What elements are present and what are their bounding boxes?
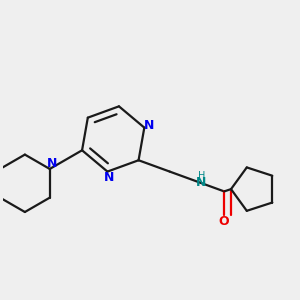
Text: N: N xyxy=(104,171,115,184)
Text: H: H xyxy=(198,171,205,181)
Text: N: N xyxy=(144,119,154,132)
Text: N: N xyxy=(196,176,207,189)
Text: O: O xyxy=(219,215,230,229)
Text: N: N xyxy=(46,157,57,169)
